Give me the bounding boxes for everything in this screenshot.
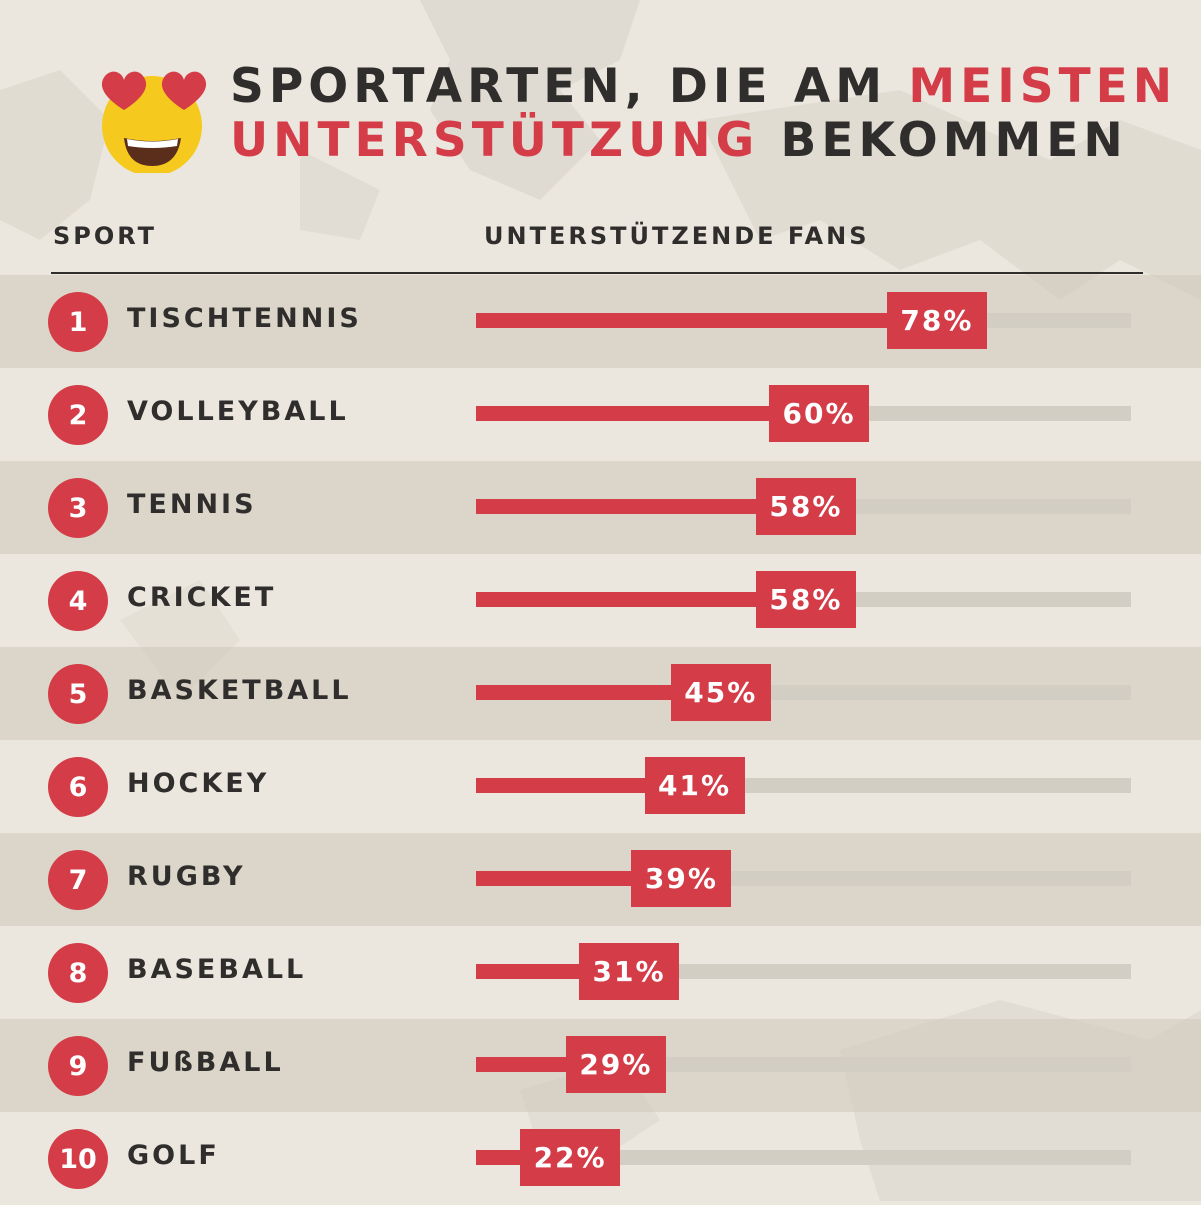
table-row: 4 CRICKET 58%	[0, 554, 1201, 647]
table-row: 5 BASKETBALL 45%	[0, 647, 1201, 740]
rank-badge: 5	[48, 664, 108, 724]
title-line-2-accent: UNTERSTÜTZUNG	[230, 113, 760, 168]
sport-label: GOLF	[127, 1140, 220, 1171]
value-label: 31%	[579, 943, 680, 1000]
rank-badge: 3	[48, 478, 108, 538]
heart-eyes-emoji-icon	[101, 71, 207, 173]
title-line-1-accent: MEISTEN	[908, 59, 1178, 114]
table-row: 10 GOLF 22%	[0, 1112, 1201, 1205]
rank-badge: 2	[48, 385, 108, 445]
table-row: 6 HOCKEY 41%	[0, 740, 1201, 833]
column-header-sport: SPORT	[53, 222, 158, 250]
title-line-1-plain: SPORTARTEN, DIE AM	[230, 59, 909, 114]
rank-badge: 7	[48, 850, 108, 910]
title-line-2: UNTERSTÜTZUNG BEKOMMEN	[230, 116, 1128, 166]
bar-track	[476, 871, 1131, 886]
table-row: 3 TENNIS 58%	[0, 461, 1201, 554]
sport-label: HOCKEY	[127, 768, 270, 799]
column-header-fans: UNTERSTÜTZENDE FANS	[484, 222, 870, 250]
value-label: 22%	[520, 1129, 621, 1186]
rank-badge: 1	[48, 292, 108, 352]
title-line-2-plain: BEKOMMEN	[759, 113, 1128, 168]
sport-label: TENNIS	[127, 489, 257, 520]
table-row: 9 FUßBALL 29%	[0, 1019, 1201, 1112]
value-label: 60%	[769, 385, 869, 442]
title-block: SPORTARTEN, DIE AM MEISTEN UNTERSTÜTZUNG…	[95, 58, 1172, 173]
table-row: 2 VOLLEYBALL 60%	[0, 368, 1201, 461]
bar-track	[476, 778, 1131, 793]
rank-badge: 8	[48, 943, 108, 1003]
rank-badge: 9	[48, 1036, 108, 1096]
sport-label: VOLLEYBALL	[127, 396, 349, 427]
sport-label: BASEBALL	[127, 954, 307, 985]
value-label: 78%	[886, 292, 987, 349]
column-header-row: SPORT UNTERSTÜTZENDE FANS	[0, 214, 1201, 260]
sport-label: TISCHTENNIS	[127, 303, 362, 334]
header-divider	[51, 272, 1143, 274]
value-label: 39%	[631, 850, 732, 907]
sport-label: BASKETBALL	[127, 675, 352, 706]
table-row: 1 TISCHTENNIS 78%	[0, 275, 1201, 368]
value-label: 58%	[755, 571, 856, 628]
value-label: 58%	[755, 478, 856, 535]
value-label: 29%	[565, 1036, 666, 1093]
value-label: 45%	[670, 664, 771, 721]
rank-badge: 10	[48, 1129, 108, 1189]
value-label: 41%	[644, 757, 745, 814]
rank-badge: 6	[48, 757, 108, 817]
bar-track	[476, 964, 1131, 979]
bar-track	[476, 313, 1131, 328]
bar-fill	[476, 313, 987, 328]
sport-label: RUGBY	[127, 861, 246, 892]
sport-label: CRICKET	[127, 582, 277, 613]
table-row: 8 BASEBALL 31%	[0, 926, 1201, 1019]
table-row: 7 RUGBY 39%	[0, 833, 1201, 926]
bar-track	[476, 685, 1131, 700]
rank-badge: 4	[48, 571, 108, 631]
sport-label: FUßBALL	[127, 1047, 284, 1078]
title-line-1: SPORTARTEN, DIE AM MEISTEN	[230, 62, 1177, 112]
ranking-table: 1 TISCHTENNIS 78% 2 VOLLEYBALL 60% 3 TENNIS 58% 4…	[0, 275, 1201, 1205]
